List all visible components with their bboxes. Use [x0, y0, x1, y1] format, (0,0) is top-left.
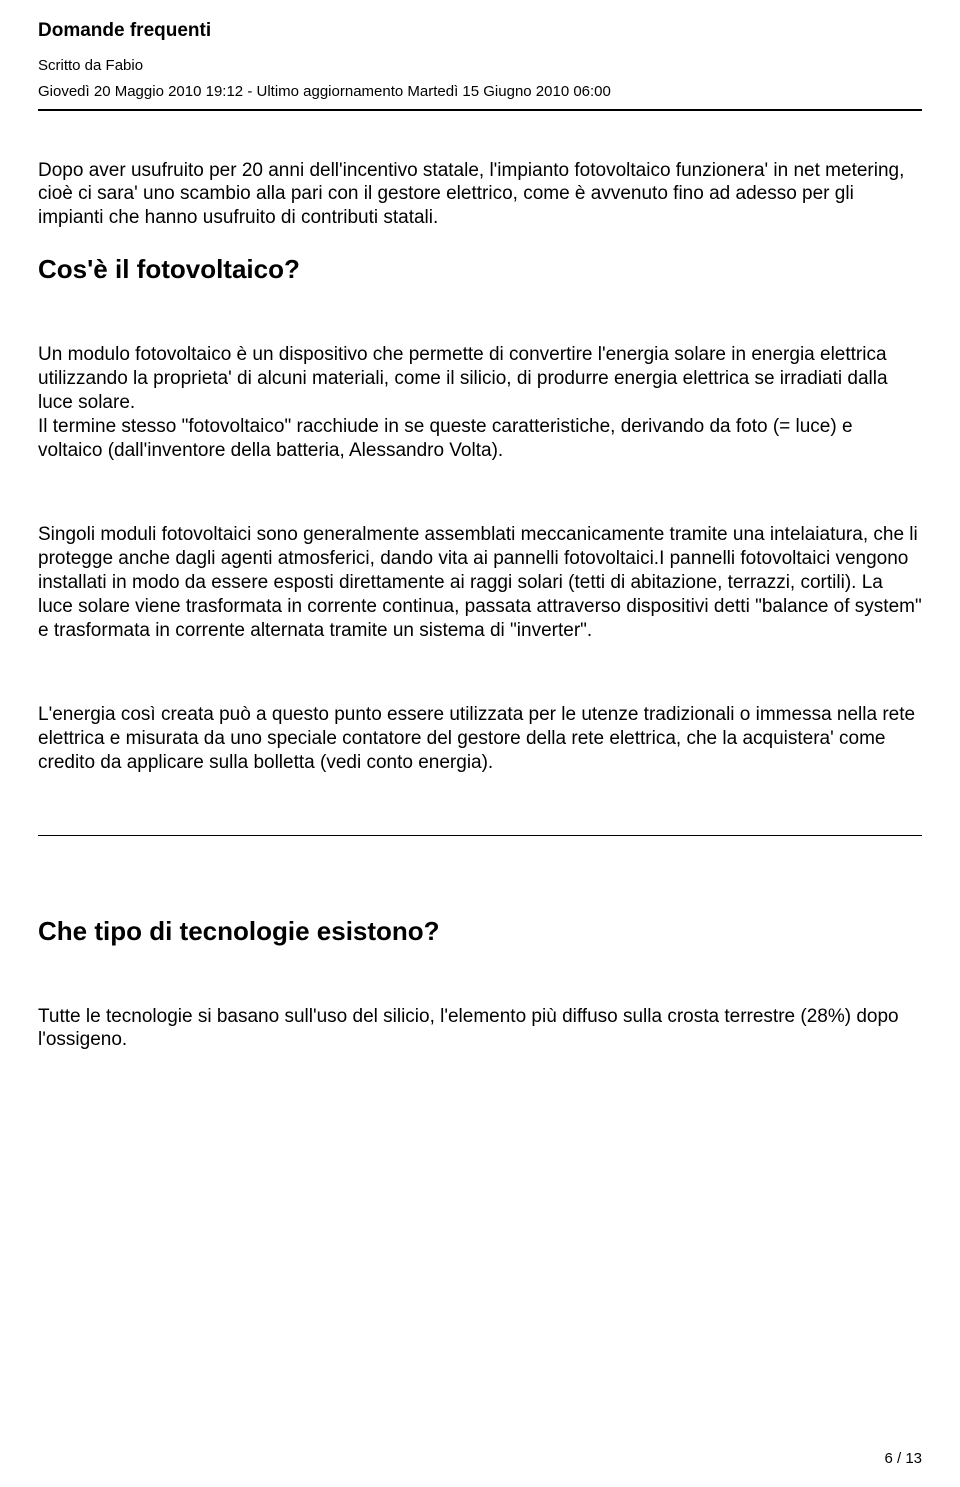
paragraph: Tutte le tecnologie si basano sull'uso d…: [38, 1005, 922, 1053]
paragraph-text: Un modulo fotovoltaico è un dispositivo …: [38, 344, 888, 413]
paragraph-text: Il termine stesso "fotovoltaico" racchiu…: [38, 416, 853, 461]
paragraph: L'energia così creata può a questo punto…: [38, 703, 922, 775]
intro-paragraph: Dopo aver usufruito per 20 anni dell'inc…: [38, 159, 922, 231]
paragraph: Singoli moduli fotovoltaici sono general…: [38, 523, 922, 643]
author-line: Scritto da Fabio: [38, 56, 922, 76]
page-title: Domande frequenti: [38, 20, 922, 42]
section-divider: [38, 835, 922, 836]
page-number: 6 / 13: [884, 1450, 922, 1467]
section-heading-fotovoltaico: Cos'è il fotovoltaico?: [38, 254, 922, 285]
date-line: Giovedì 20 Maggio 2010 19:12 - Ultimo ag…: [38, 82, 922, 102]
paragraph: Un modulo fotovoltaico è un dispositivo …: [38, 343, 922, 463]
section-heading-tecnologie: Che tipo di tecnologie esistono?: [38, 916, 922, 947]
header-divider: [38, 109, 922, 111]
